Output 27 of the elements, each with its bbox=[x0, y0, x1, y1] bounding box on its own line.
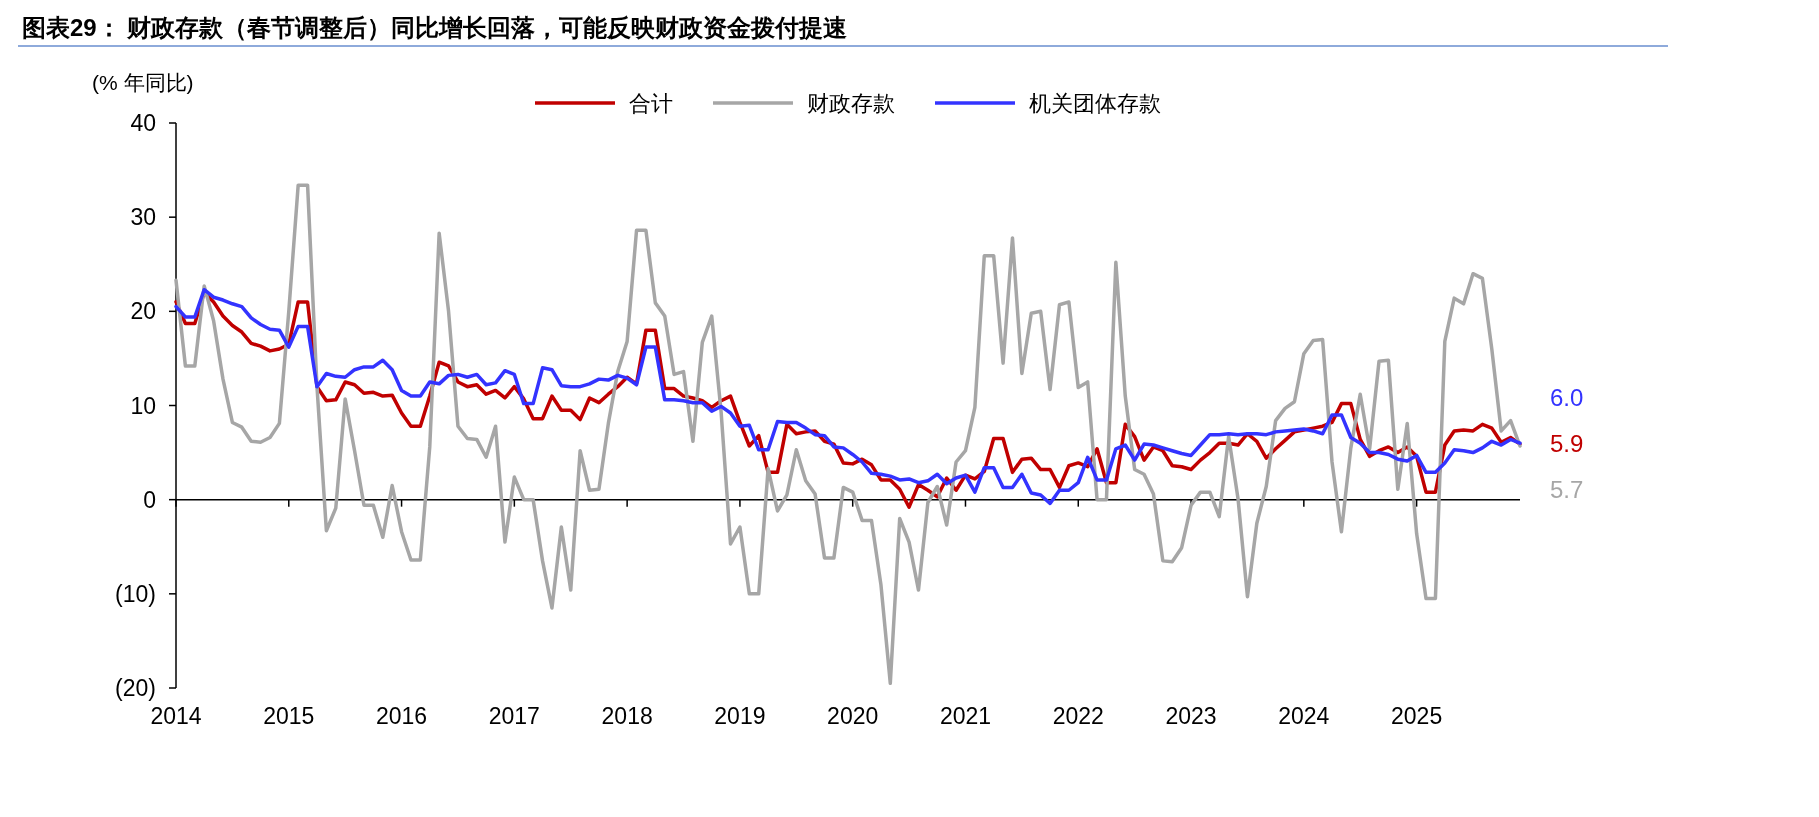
x-tick-label: 2025 bbox=[1391, 703, 1443, 729]
x-tick-label: 2020 bbox=[827, 703, 879, 729]
legend-label: 合计 bbox=[629, 91, 673, 116]
data-label: 6.0 bbox=[1550, 384, 1584, 412]
y-tick-label: 40 bbox=[130, 110, 156, 136]
y-tick-label: (10) bbox=[115, 580, 156, 607]
y-tick-label: 0 bbox=[143, 486, 156, 513]
x-tick-label: 2015 bbox=[263, 703, 315, 729]
x-tick-label: 2018 bbox=[601, 703, 653, 729]
legend-label: 财政存款 bbox=[807, 91, 895, 116]
chart-title: 图表29： 财政存款（春节调整后）同比增长回落，可能反映财政资金拨付提速 bbox=[22, 14, 848, 41]
x-tick-label: 2019 bbox=[714, 703, 766, 729]
data-label: 5.9 bbox=[1550, 430, 1584, 458]
y-tick-label: 10 bbox=[130, 392, 156, 419]
x-tick-label: 2024 bbox=[1278, 703, 1330, 729]
y-tick-label: 20 bbox=[130, 298, 156, 325]
y-axis-title: (% 年同比) bbox=[92, 71, 194, 94]
y-tick-label: 30 bbox=[130, 204, 156, 231]
x-tick-label: 2016 bbox=[375, 703, 428, 729]
x-tick-label: 2021 bbox=[939, 703, 992, 729]
x-tick-label: 2014 bbox=[150, 703, 202, 729]
x-tick-label: 2022 bbox=[1052, 703, 1104, 729]
x-tick-label: 2017 bbox=[488, 703, 540, 729]
y-tick-label: (20) bbox=[115, 675, 156, 701]
data-label: 5.7 bbox=[1550, 476, 1584, 504]
legend-label: 机关团体存款 bbox=[1029, 91, 1161, 116]
x-tick-label: 2023 bbox=[1165, 703, 1217, 729]
